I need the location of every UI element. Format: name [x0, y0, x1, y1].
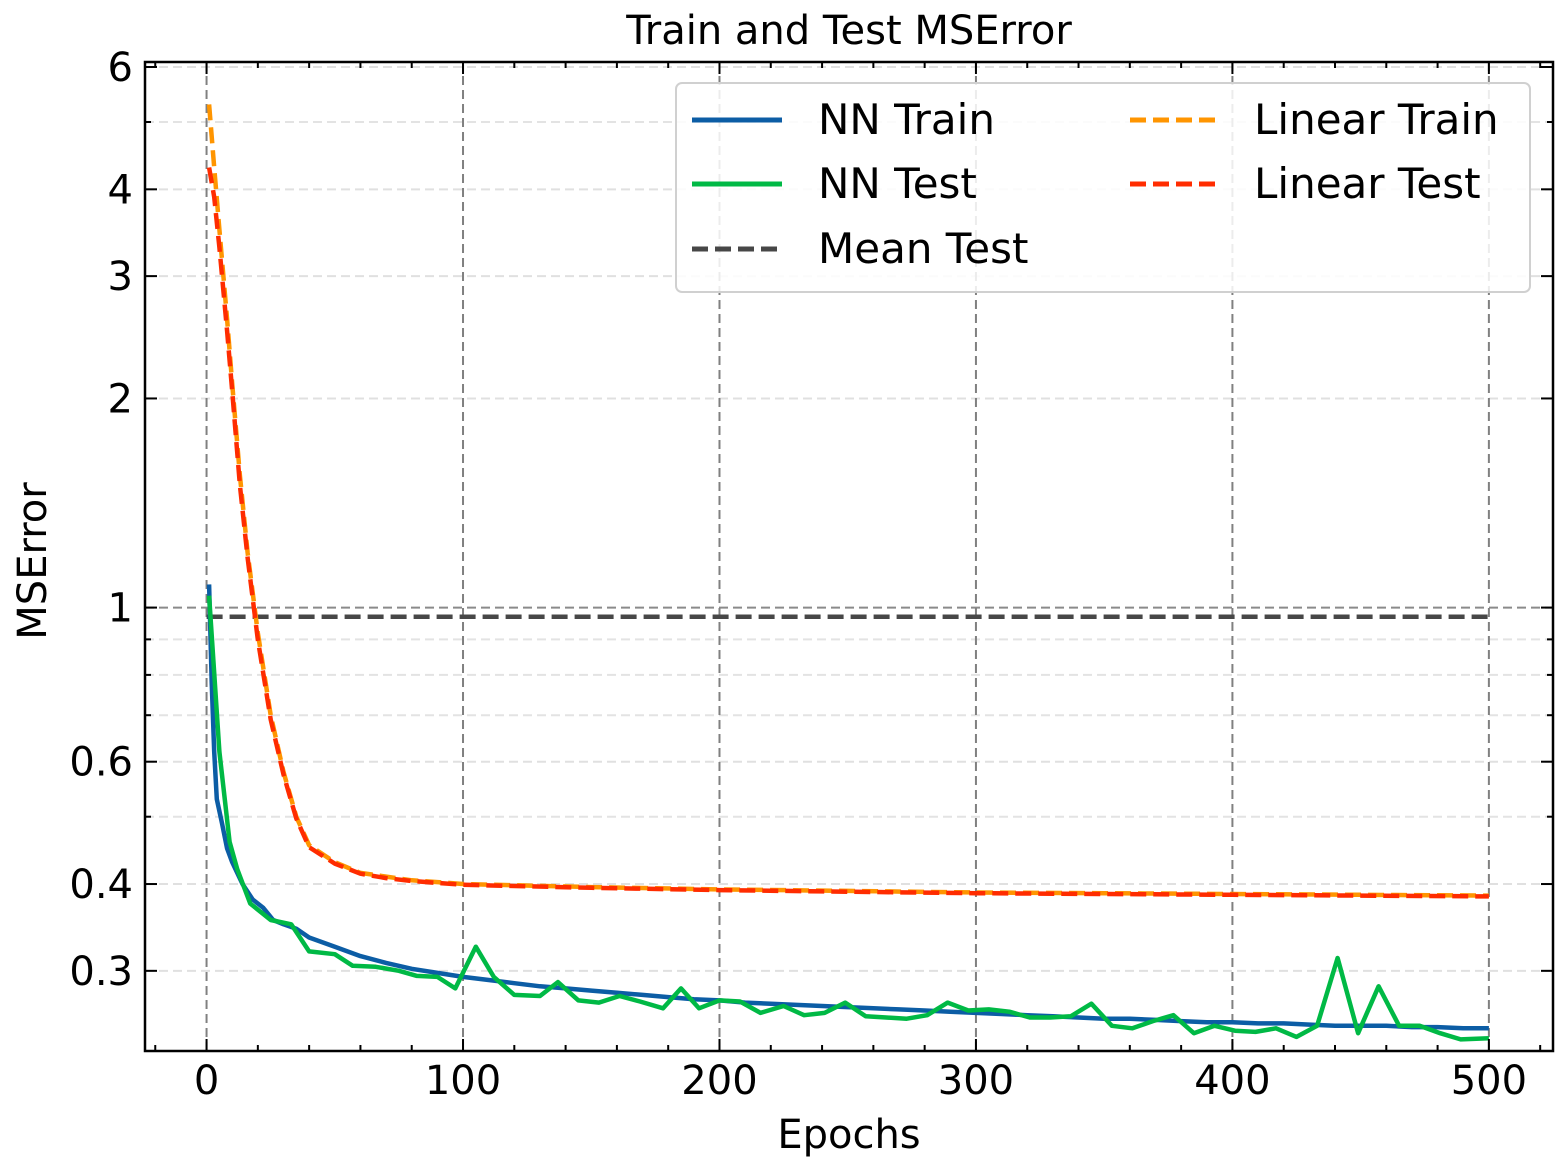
legend-box: [675, 82, 1531, 293]
y-tick-label: 1: [108, 586, 133, 632]
y-tick-label: 0.4: [69, 862, 133, 908]
y-tick-label: 4: [108, 167, 133, 213]
x-tick-label: 100: [425, 1058, 501, 1104]
x-tick-label: 400: [1194, 1058, 1270, 1104]
x-tick-label: 300: [938, 1058, 1014, 1104]
chart-title: Train and Test MSError: [625, 8, 1072, 54]
series-line-linear-test: [206, 167, 1489, 899]
x-axis-label: Epochs: [777, 1112, 920, 1158]
series-line-nn-test: [206, 595, 1489, 1042]
grid: [145, 62, 1553, 1051]
legend-label-nn-train: NN Train: [818, 95, 995, 144]
x-tick-label: 0: [194, 1058, 219, 1104]
legend-label-linear-train: Linear Train: [1254, 95, 1499, 144]
legend-label-mean-test: Mean Test: [818, 224, 1029, 273]
y-tick-label: 0.6: [69, 740, 133, 786]
y-tick-label: 0.3: [69, 949, 133, 995]
legend: NN Train NN Test Mean Test Linear Train Line…: [675, 82, 1531, 293]
y-tick-label: 3: [108, 254, 133, 300]
y-tick-label: 6: [108, 45, 133, 91]
legend-label-linear-test: Linear Test: [1254, 159, 1481, 208]
series-line-nn-train: [206, 584, 1489, 1031]
y-axis-label: MSError: [10, 482, 56, 640]
legend-label-nn-test: NN Test: [818, 159, 977, 208]
plot-series: [206, 104, 1489, 1042]
y-tick-label: 2: [108, 376, 133, 422]
plot-frame: [143, 60, 1555, 1053]
x-tick-label: 500: [1451, 1058, 1527, 1104]
axis-tick-labels: 0 100 200 300 400 500 0.3 0.4 0.6 1 2 3 4 6: [69, 45, 1527, 1104]
axis-ticks: [145, 62, 1553, 1051]
x-tick-label: 200: [681, 1058, 757, 1104]
